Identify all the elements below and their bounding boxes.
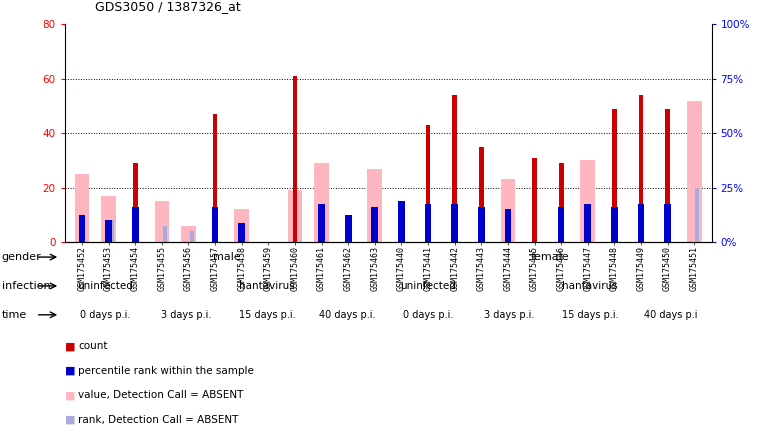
Bar	[133, 163, 138, 242]
Bar	[78, 215, 85, 242]
Bar	[612, 109, 616, 242]
Bar	[101, 196, 116, 242]
Text: ■: ■	[65, 415, 75, 424]
Bar	[238, 223, 245, 242]
Bar	[558, 206, 565, 242]
Text: uninfected: uninfected	[400, 281, 457, 291]
Bar	[368, 169, 382, 242]
Bar	[451, 204, 458, 242]
Text: 15 days p.i.: 15 days p.i.	[562, 310, 619, 320]
Bar	[292, 76, 298, 242]
Text: gender: gender	[2, 252, 41, 262]
Text: count: count	[78, 341, 108, 351]
Bar	[288, 190, 302, 242]
Bar	[234, 210, 249, 242]
Bar	[584, 204, 591, 242]
Text: female: female	[530, 252, 569, 262]
Text: 3 days p.i.: 3 days p.i.	[161, 310, 211, 320]
Bar	[132, 206, 139, 242]
Bar	[611, 206, 618, 242]
Bar	[181, 226, 196, 242]
Bar	[665, 109, 670, 242]
Text: ■: ■	[65, 341, 75, 351]
Text: uninfected: uninfected	[77, 281, 133, 291]
Bar	[371, 206, 378, 242]
Bar	[314, 163, 329, 242]
Text: 0 days p.i.: 0 days p.i.	[80, 310, 130, 320]
Text: rank, Detection Call = ABSENT: rank, Detection Call = ABSENT	[78, 415, 239, 424]
Text: 0 days p.i.: 0 days p.i.	[403, 310, 454, 320]
Text: time: time	[2, 310, 27, 320]
Text: 3 days p.i.: 3 days p.i.	[484, 310, 534, 320]
Text: infection: infection	[2, 281, 50, 291]
Bar	[638, 204, 645, 242]
Text: value, Detection Call = ABSENT: value, Detection Call = ABSENT	[78, 390, 244, 400]
Bar	[638, 95, 643, 242]
Bar	[75, 174, 89, 242]
Bar	[345, 215, 352, 242]
Bar	[154, 201, 169, 242]
Bar	[532, 158, 537, 242]
Bar	[478, 206, 485, 242]
Text: 15 days p.i.: 15 days p.i.	[238, 310, 295, 320]
Bar	[105, 220, 112, 242]
Text: male: male	[212, 252, 240, 262]
Bar	[581, 160, 595, 242]
Text: ■: ■	[65, 366, 75, 376]
Bar	[696, 188, 699, 242]
Bar	[479, 147, 484, 242]
Bar	[559, 163, 564, 242]
Bar	[163, 226, 167, 242]
Bar	[212, 206, 218, 242]
Bar	[189, 231, 193, 242]
Bar	[110, 220, 114, 242]
Bar	[398, 201, 405, 242]
Bar	[452, 95, 457, 242]
Bar	[425, 125, 431, 242]
Text: GDS3050 / 1387326_at: GDS3050 / 1387326_at	[95, 0, 241, 13]
Text: ■: ■	[65, 390, 75, 400]
Text: 40 days p.i: 40 days p.i	[645, 310, 698, 320]
Text: percentile rank within the sample: percentile rank within the sample	[78, 366, 254, 376]
Bar	[505, 210, 511, 242]
Bar	[501, 179, 515, 242]
Bar	[425, 204, 431, 242]
Bar	[664, 204, 671, 242]
Text: 40 days p.i.: 40 days p.i.	[320, 310, 376, 320]
Text: hantavirus: hantavirus	[562, 281, 618, 291]
Bar	[318, 204, 325, 242]
Text: hantavirus: hantavirus	[239, 281, 295, 291]
Bar	[212, 114, 218, 242]
Bar	[687, 101, 702, 242]
